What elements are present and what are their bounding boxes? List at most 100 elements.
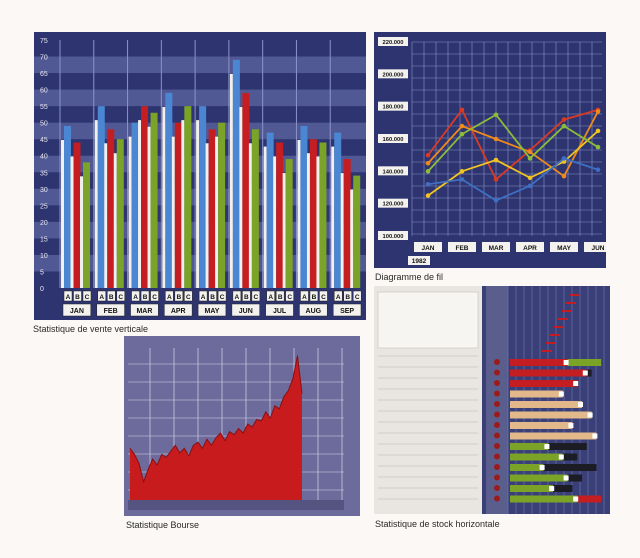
stock-bar: [510, 432, 597, 440]
stock-marker: [549, 486, 555, 491]
sub-label: C: [152, 294, 157, 301]
bar-mar-b: [141, 106, 149, 288]
stock-bar: [510, 495, 578, 503]
sub-label-box: [242, 290, 251, 302]
stock-bar: [510, 380, 578, 387]
vertical-bar-chart-panel: 0 5 10 15 20 25 30 35 40 45 50 55 60 65 70 75 A B C JAN A B C F…: [34, 32, 366, 320]
sub-label-box: [208, 290, 217, 302]
bar-shadow: [128, 136, 132, 288]
bar-mar-a: [131, 122, 139, 289]
bar-apr-c: [184, 106, 192, 288]
y-tick-label: 35: [40, 170, 48, 177]
series-point: [595, 144, 601, 150]
y-tick-label: 0: [40, 286, 44, 293]
sub-label: B: [312, 294, 317, 301]
bar-shadow: [61, 139, 64, 288]
y-tick-label: 30: [40, 187, 48, 194]
series-point: [493, 198, 499, 203]
y-tick-label: 200.000: [383, 72, 404, 78]
sub-label: A: [99, 294, 104, 301]
series-line-3: [427, 113, 599, 172]
sub-label: C: [220, 294, 225, 301]
sub-label: C: [321, 294, 326, 301]
y-tick-box: [378, 69, 408, 79]
bar-may-b: [208, 129, 216, 288]
bar-shadow: [331, 146, 335, 288]
category-label: MAY: [205, 308, 220, 315]
category-box: [482, 242, 510, 252]
category-label: APR: [523, 245, 537, 252]
series-point: [459, 169, 465, 174]
category-label: APR: [171, 308, 186, 315]
row-marker: [494, 401, 500, 407]
sub-label: C: [287, 294, 292, 301]
category-label: JUN: [591, 245, 604, 252]
sub-label-box: [300, 290, 309, 302]
category-label: JAN: [70, 308, 84, 315]
y-tick-box: [378, 37, 408, 46]
sub-label-box: [63, 290, 73, 302]
sub-label-box: [107, 290, 116, 302]
y-tick-box: [378, 231, 408, 240]
sub-label: A: [201, 294, 206, 301]
marker-column: [486, 286, 508, 514]
row-marker: [494, 422, 500, 428]
y-tick-box: [378, 134, 408, 143]
category-box: [265, 303, 294, 317]
category-label: FEB: [104, 308, 118, 315]
series-line-2: [427, 130, 599, 197]
bar-shadow: [205, 143, 209, 288]
category-box: [62, 303, 92, 317]
y-tick-label: 60: [40, 88, 48, 95]
category-box: [448, 242, 476, 252]
y-tick-label: 40: [40, 154, 48, 161]
bar-aug-c: [319, 142, 327, 288]
bar-shadow: [263, 146, 267, 288]
category-box: [584, 242, 606, 252]
bar-shadow: [113, 153, 117, 288]
bar-jan-c: [83, 162, 90, 288]
bourse-chart-panel: [124, 336, 360, 516]
stock-bar: [510, 485, 554, 492]
category-box: [550, 242, 578, 252]
bar-jan-b: [73, 142, 81, 288]
sub-label-box: [217, 290, 227, 302]
series-point: [459, 131, 465, 137]
series-point: [595, 128, 601, 134]
row-marker: [494, 390, 500, 397]
stock-bar: [510, 401, 582, 408]
series-point: [493, 136, 499, 142]
sub-label-box: [319, 290, 328, 302]
stock-bar: [510, 453, 563, 461]
bar-shadow: [229, 73, 233, 288]
header-tick: [554, 326, 564, 328]
stock-bar: [510, 359, 568, 366]
stock-marker: [558, 454, 564, 460]
header-tick: [558, 318, 568, 320]
sub-label: B: [75, 294, 80, 301]
y-tick-box: [378, 101, 408, 111]
stock-marker: [558, 391, 564, 397]
bar-jun-b: [242, 92, 250, 288]
bar-shadow: [162, 106, 166, 288]
y-tick-label: 160.000: [383, 137, 404, 143]
sub-label: A: [302, 294, 307, 301]
bar-may-a: [199, 106, 207, 288]
row-marker: [494, 380, 500, 386]
series-point: [459, 177, 465, 182]
y-tick-label: 120.000: [383, 202, 404, 208]
sub-label: C: [118, 294, 123, 301]
bar-shadow: [147, 126, 151, 288]
series-point: [527, 175, 533, 181]
sub-label: B: [345, 294, 350, 301]
y-tick-label: 70: [40, 55, 48, 62]
category-box: [516, 242, 544, 252]
stock-marker: [582, 370, 588, 376]
y-tick-label: 45: [40, 137, 48, 144]
y-tick-label: 25: [40, 203, 48, 210]
y-tick-label: 140.000: [383, 169, 404, 175]
bar-shadow: [297, 139, 301, 288]
line-chart-caption: Diagramme de fil: [375, 272, 444, 282]
bar-sep-b: [343, 159, 351, 288]
series-point: [527, 183, 533, 189]
